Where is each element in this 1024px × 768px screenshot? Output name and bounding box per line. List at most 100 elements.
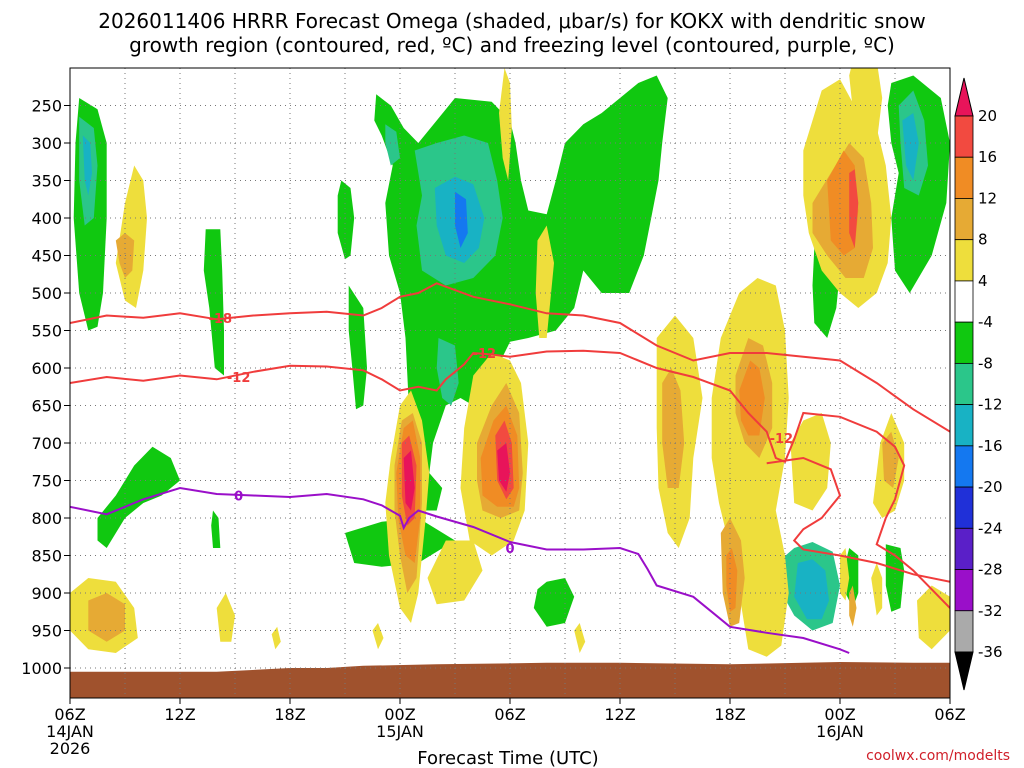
colorbar-segment-11: [954, 569, 974, 612]
omega-region-neg8-4: [337, 180, 355, 260]
omega-region-neg16-3: [794, 559, 829, 620]
x-tick-label-0-1: 14JAN: [46, 722, 94, 741]
contour-label-dgz_minus12-1: -12: [473, 347, 497, 362]
colorbar-segment-12: [954, 610, 974, 653]
contour-label-freezing-0: 0: [234, 490, 243, 505]
y-tick-label-950: 950: [31, 622, 62, 641]
omega-region-4-10: [574, 623, 586, 653]
contour-label-freezing-1: 0: [505, 542, 514, 557]
y-tick-label-750: 750: [31, 472, 62, 491]
omega-region-12-3: [726, 548, 738, 612]
omega-region-12-2: [739, 360, 765, 436]
colorbar-label-10: -24: [978, 519, 1003, 537]
colorbar-segment-3: [954, 239, 974, 282]
colorbar-label-1: 16: [978, 148, 997, 166]
colorbar-label-5: -4: [978, 313, 993, 331]
colorbar-segment-6: [954, 362, 974, 406]
terrain-fill: [70, 662, 950, 698]
colorbar-segment-0: [954, 115, 974, 158]
x-tick-label-0-0: 06Z: [54, 705, 85, 724]
x-tick-label-18-1: 15JAN: [376, 722, 424, 741]
contour-freezing: [70, 486, 850, 654]
x-tick-label-6-0: 12Z: [164, 705, 195, 724]
omega-region-neg8-1: [97, 446, 180, 548]
chart-title-line-1: 2026011406 HRRR Forecast Omega (shaded, …: [98, 9, 925, 33]
x-tick-label-0-2: 2026: [50, 739, 91, 758]
colorbar-label-0: 20: [978, 107, 997, 125]
contour-label-dgz_minus12-0: -12: [227, 371, 251, 386]
y-tick-label-550: 550: [31, 322, 62, 341]
contour-dgz_minus18: [70, 282, 950, 433]
omega-region-4-2: [216, 593, 235, 642]
x-tick-label-24-0: 06Z: [494, 705, 525, 724]
omega-region-8-9: [849, 585, 857, 627]
colorbar-label-11: -28: [978, 561, 1003, 579]
y-tick-label-850: 850: [31, 547, 62, 566]
colorbar: 20 16 12 8 4 -4 -8 -12 -16 -20 -24 -28 -32 -36: [954, 77, 1003, 691]
omega-region-8-4: [662, 368, 685, 488]
omega-region-neg16-2: [902, 113, 919, 181]
colorbar-label-12: -32: [978, 602, 1003, 620]
contour-label-dgz_minus18-0: -18: [209, 312, 233, 327]
colorbar-segment-4: [954, 280, 974, 323]
y-tick-label-500: 500: [31, 284, 62, 303]
omega-region-4-12: [711, 278, 789, 657]
y-tick-label-800: 800: [31, 509, 62, 528]
y-tick-label-900: 900: [31, 584, 62, 603]
omega-region-neg8-8: [533, 578, 575, 627]
colorbar-label-6: -8: [978, 354, 993, 372]
colorbar-segment-7: [954, 404, 974, 447]
omega-region-4-19: [917, 585, 950, 650]
colorbar-segment-8: [954, 445, 974, 488]
colorbar-label-4: 4: [978, 272, 988, 290]
omega-region-neg12-1: [385, 124, 400, 166]
x-tick-label-36-0: 18Z: [714, 705, 745, 724]
colorbar-segment-1: [954, 156, 974, 199]
colorbar-label-13: -36: [978, 643, 1003, 661]
colorbar-segment-10: [954, 527, 974, 570]
colorbar-top-triangle: [954, 77, 974, 117]
omega-region-neg12-3: [436, 338, 459, 406]
omega-region-neg8-3: [211, 510, 221, 548]
colorbar-label-3: 8: [978, 231, 988, 249]
x-tick-label-18-0: 00Z: [384, 705, 415, 724]
y-tick-label-300: 300: [31, 134, 62, 153]
omega-region-4-17: [871, 563, 883, 616]
source-credit: coolwx.com/modelts: [866, 748, 1010, 764]
y-tick-label-350: 350: [31, 172, 62, 191]
colorbar-label-8: -16: [978, 437, 1003, 455]
x-tick-label-42-0: 00Z: [824, 705, 855, 724]
contour-dgz_minus12: [70, 349, 950, 609]
omega-region-4-4: [372, 623, 384, 650]
colorbar-segment-9: [954, 486, 974, 529]
colorbar-segment-2: [954, 198, 974, 241]
contour-dgz_lower: [766, 456, 950, 583]
omega-region-neg20-0: [455, 191, 468, 248]
omega-shading: [70, 68, 950, 657]
omega-region-20-0: [403, 450, 415, 511]
colorbar-segment-5: [954, 321, 974, 364]
grid-lines: [69, 68, 951, 698]
terrain-polygon: [70, 662, 950, 698]
chart-title-line-2: growth region (contoured, red, ºC) and f…: [129, 33, 895, 57]
omega-region-4-9: [535, 225, 554, 338]
omega-region-neg8-5: [348, 285, 367, 410]
y-tick-label-450: 450: [31, 247, 62, 266]
x-tick-label-42-1: 16JAN: [816, 722, 864, 741]
x-tick-label-12-0: 18Z: [274, 705, 305, 724]
pressure-axis: 250 300 350 400 450 500 550 600 650 700 750 800 850 9…: [21, 97, 70, 678]
omega-region-4-15: [849, 68, 883, 151]
y-tick-label-250: 250: [31, 97, 62, 116]
colorbar-label-9: -20: [978, 478, 1003, 496]
y-tick-label-400: 400: [31, 209, 62, 228]
omega-region-neg8-2: [203, 229, 224, 376]
omega-region-4-16: [840, 548, 850, 601]
x-tick-label-30-0: 12Z: [604, 705, 635, 724]
y-tick-label-650: 650: [31, 397, 62, 416]
colorbar-bottom-triangle: [954, 651, 974, 691]
omega-region-4-6: [427, 540, 483, 605]
x-tick-label-48-0: 06Z: [934, 705, 965, 724]
y-tick-label-600: 600: [31, 359, 62, 378]
